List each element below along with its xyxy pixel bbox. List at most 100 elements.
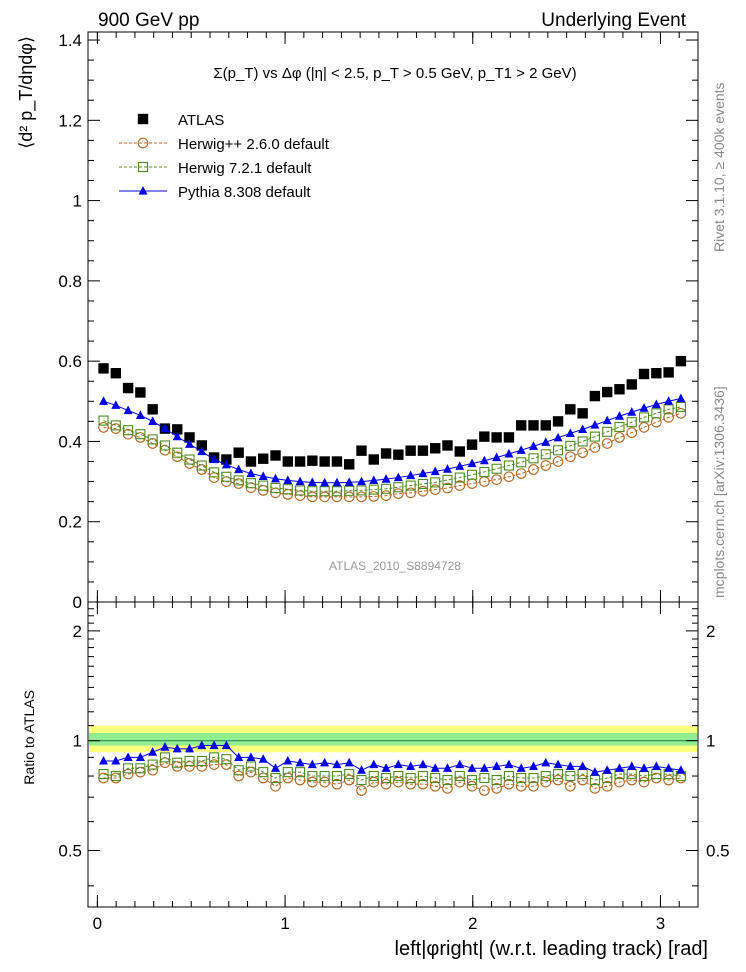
ratio-data-point <box>246 752 256 761</box>
ratio-data-point <box>528 780 539 792</box>
x-tick-label: 0 <box>93 914 102 933</box>
data-point <box>577 436 588 447</box>
ratio-data-point <box>209 740 219 750</box>
top-panel-y-axis-label: ⟨d² p_T/dηdφ⟩ <box>16 36 37 149</box>
ratio-data-point <box>406 761 416 771</box>
ratio-data-point <box>332 759 342 769</box>
data-point <box>614 384 625 395</box>
data-point <box>380 490 392 501</box>
data-point <box>651 367 662 379</box>
data-point <box>601 386 613 398</box>
ratio-data-point <box>197 740 207 750</box>
legend-entry: Herwig++ 2.6.0 default <box>119 136 330 153</box>
data-point <box>332 477 342 487</box>
data-point <box>122 382 134 394</box>
ratio-data-point <box>541 757 551 767</box>
ratio-data-point <box>565 761 575 771</box>
ratio-data-point <box>663 774 674 786</box>
legend-label: ATLAS <box>178 112 224 129</box>
data-point <box>319 486 330 497</box>
data-point <box>429 484 441 495</box>
ratio-series-2 <box>99 740 686 776</box>
ratio-data-point <box>503 770 514 782</box>
ratio-data-point <box>245 766 257 778</box>
ratio-data-point <box>516 763 526 772</box>
ratio-data-point <box>675 772 687 784</box>
data-point <box>651 408 662 419</box>
rivet-version-label: Rivet 3.1.10, ≥ 400k events <box>711 82 727 252</box>
data-point <box>381 483 392 494</box>
legend-label: Pythia 8.308 default <box>178 184 311 201</box>
data-point <box>320 477 330 487</box>
legend-label: Herwig 7.2.1 default <box>178 160 312 177</box>
data-point <box>626 417 637 428</box>
data-point <box>479 455 489 465</box>
top-y-tick-label: 1 <box>73 192 82 211</box>
ratio-data-point <box>307 759 317 769</box>
data-point <box>589 442 601 453</box>
ratio-data-point <box>492 761 502 771</box>
x-tick-label: 3 <box>656 914 665 933</box>
ratio-data-point <box>369 759 379 769</box>
data-point <box>564 451 576 463</box>
ratio-data-point <box>307 776 318 788</box>
ratio-data-point <box>331 770 342 782</box>
mcplots-source-label: mcplots.cern.ch [arXiv:1306.3436] <box>711 386 727 598</box>
ratio-data-point <box>257 772 269 784</box>
data-point <box>331 456 343 467</box>
ratio-data-point <box>430 772 441 784</box>
data-point <box>172 424 183 435</box>
data-point <box>307 491 318 503</box>
data-point <box>319 491 330 503</box>
ratio-panel-series <box>98 740 687 796</box>
ratio-data-point <box>478 785 490 796</box>
data-point <box>651 399 661 409</box>
ratio-data-point <box>344 769 355 780</box>
data-point <box>368 491 380 502</box>
data-point <box>246 468 256 478</box>
ratio-data-point <box>430 763 440 772</box>
ratio-data-point <box>503 778 515 790</box>
data-point <box>430 477 441 488</box>
ratio-series-line <box>103 756 681 781</box>
ratio-data-point <box>343 774 355 786</box>
data-point <box>319 456 330 467</box>
data-point <box>393 482 404 493</box>
data-point <box>589 390 601 402</box>
ratio-data-point <box>553 759 563 769</box>
data-point <box>442 474 453 486</box>
data-point <box>380 448 392 459</box>
data-point <box>98 363 109 374</box>
data-point <box>184 454 195 465</box>
ratio-data-point <box>442 775 453 786</box>
data-point <box>221 471 232 482</box>
data-point <box>553 445 564 456</box>
data-point <box>540 449 551 460</box>
ratio-data-point <box>614 776 625 788</box>
data-point <box>663 412 674 423</box>
data-point <box>479 431 490 442</box>
data-point <box>491 463 502 474</box>
data-point <box>356 485 367 496</box>
ratio-data-point <box>466 780 478 792</box>
data-point <box>491 474 502 485</box>
legend-marker <box>137 137 149 149</box>
series-line <box>103 406 681 492</box>
data-point <box>343 491 355 503</box>
ratio-data-point <box>320 757 330 767</box>
ratio-data-point <box>356 775 367 786</box>
data-point <box>528 441 538 450</box>
data-point <box>417 478 428 490</box>
series-0 <box>98 355 687 470</box>
ratio-data-point <box>454 770 465 782</box>
ratio-data-point <box>405 778 416 790</box>
data-point <box>638 368 650 380</box>
ratio-data-point <box>602 765 612 774</box>
ratio-data-point <box>417 778 429 790</box>
data-point <box>454 472 465 483</box>
ratio-data-point <box>294 774 306 786</box>
ratio-data-point <box>393 759 403 769</box>
ratio-data-point <box>392 776 404 788</box>
ratio-band <box>89 732 697 746</box>
data-point <box>650 416 662 428</box>
